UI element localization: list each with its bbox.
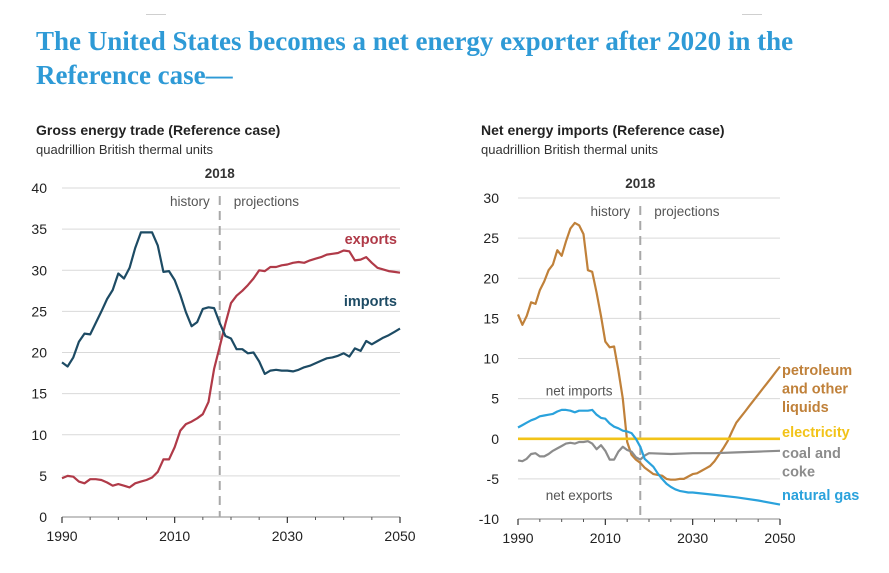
left-series-line-exports [61, 249, 401, 489]
right-y-tick-label: -5 [487, 471, 500, 487]
right-y-tick-label: -10 [479, 511, 499, 527]
left-x-tick-label: 2030 [272, 528, 303, 544]
right-history-label: history [591, 204, 631, 219]
left-x-tick-label: 1990 [46, 528, 77, 544]
right-series-label-petroleum-and-other-liquids: and other [782, 382, 848, 398]
left-y-tick-label: 30 [31, 262, 47, 278]
right-x-tick-label: 2010 [590, 530, 621, 546]
right-projections-label: projections [654, 204, 720, 219]
left-y-tick-label: 20 [31, 345, 47, 361]
left-y-tick-label: 15 [31, 386, 47, 402]
right-y-tick-label: 15 [483, 310, 499, 326]
top-rule-right [742, 14, 762, 15]
left-series-line-imports [61, 231, 401, 375]
right-series-label-petroleum-and-other-liquids: liquids [782, 400, 829, 416]
left-divider-year-label: 2018 [205, 166, 236, 181]
right-chart-subtitle: quadrillion British thermal units [481, 142, 659, 157]
top-rule-left [146, 14, 166, 15]
right-x-tick-label: 2030 [677, 530, 708, 546]
right-series-label-electricity: electricity [782, 425, 850, 441]
slide-headline: The United States becomes a net energy e… [36, 26, 794, 90]
left-projections-label: projections [234, 194, 300, 209]
right-x-tick-label: 2050 [764, 530, 795, 546]
left-chart-subtitle: quadrillion British thermal units [36, 142, 214, 157]
left-chart-title: Gross energy trade (Reference case) [36, 122, 281, 138]
left-x-tick-label: 2010 [159, 528, 190, 544]
right-y-tick-label: 5 [491, 391, 499, 407]
left-series-label-exports: exports [345, 232, 397, 248]
right-series-label-coal-and-coke: coal and [782, 446, 841, 462]
left-y-tick-label: 5 [39, 468, 47, 484]
left-y-tick-label: 35 [31, 221, 47, 237]
right-series-label-coal-and-coke: coke [782, 465, 815, 481]
left-y-tick-label: 10 [31, 427, 47, 443]
left-y-tick-label: 0 [39, 509, 47, 525]
right-annotation: net imports [546, 384, 613, 399]
left-y-tick-label: 25 [31, 303, 47, 319]
right-series-line-petroleum-and-other-liquids [516, 221, 781, 481]
left-y-tick-label: 40 [31, 180, 47, 196]
right-series-label-natural-gas: natural gas [782, 488, 859, 504]
right-y-tick-label: 10 [483, 351, 499, 367]
left-history-label: history [170, 194, 210, 209]
right-x-tick-label: 1990 [502, 530, 533, 546]
right-series-label-petroleum-and-other-liquids: petroleum [782, 363, 852, 379]
left-series-label-imports: imports [344, 294, 397, 310]
left-x-tick-label: 2050 [384, 528, 415, 544]
right-y-tick-label: 25 [483, 230, 499, 246]
right-divider-year-label: 2018 [625, 176, 656, 191]
right-y-tick-label: 0 [491, 431, 499, 447]
right-series-line-coal-and-coke [517, 440, 781, 463]
right-chart-title: Net energy imports (Reference case) [481, 122, 725, 138]
right-y-tick-label: 30 [483, 190, 499, 206]
right-y-tick-label: 20 [483, 270, 499, 286]
right-series-line-natural-gas [517, 408, 781, 506]
right-annotation: net exports [546, 488, 613, 503]
